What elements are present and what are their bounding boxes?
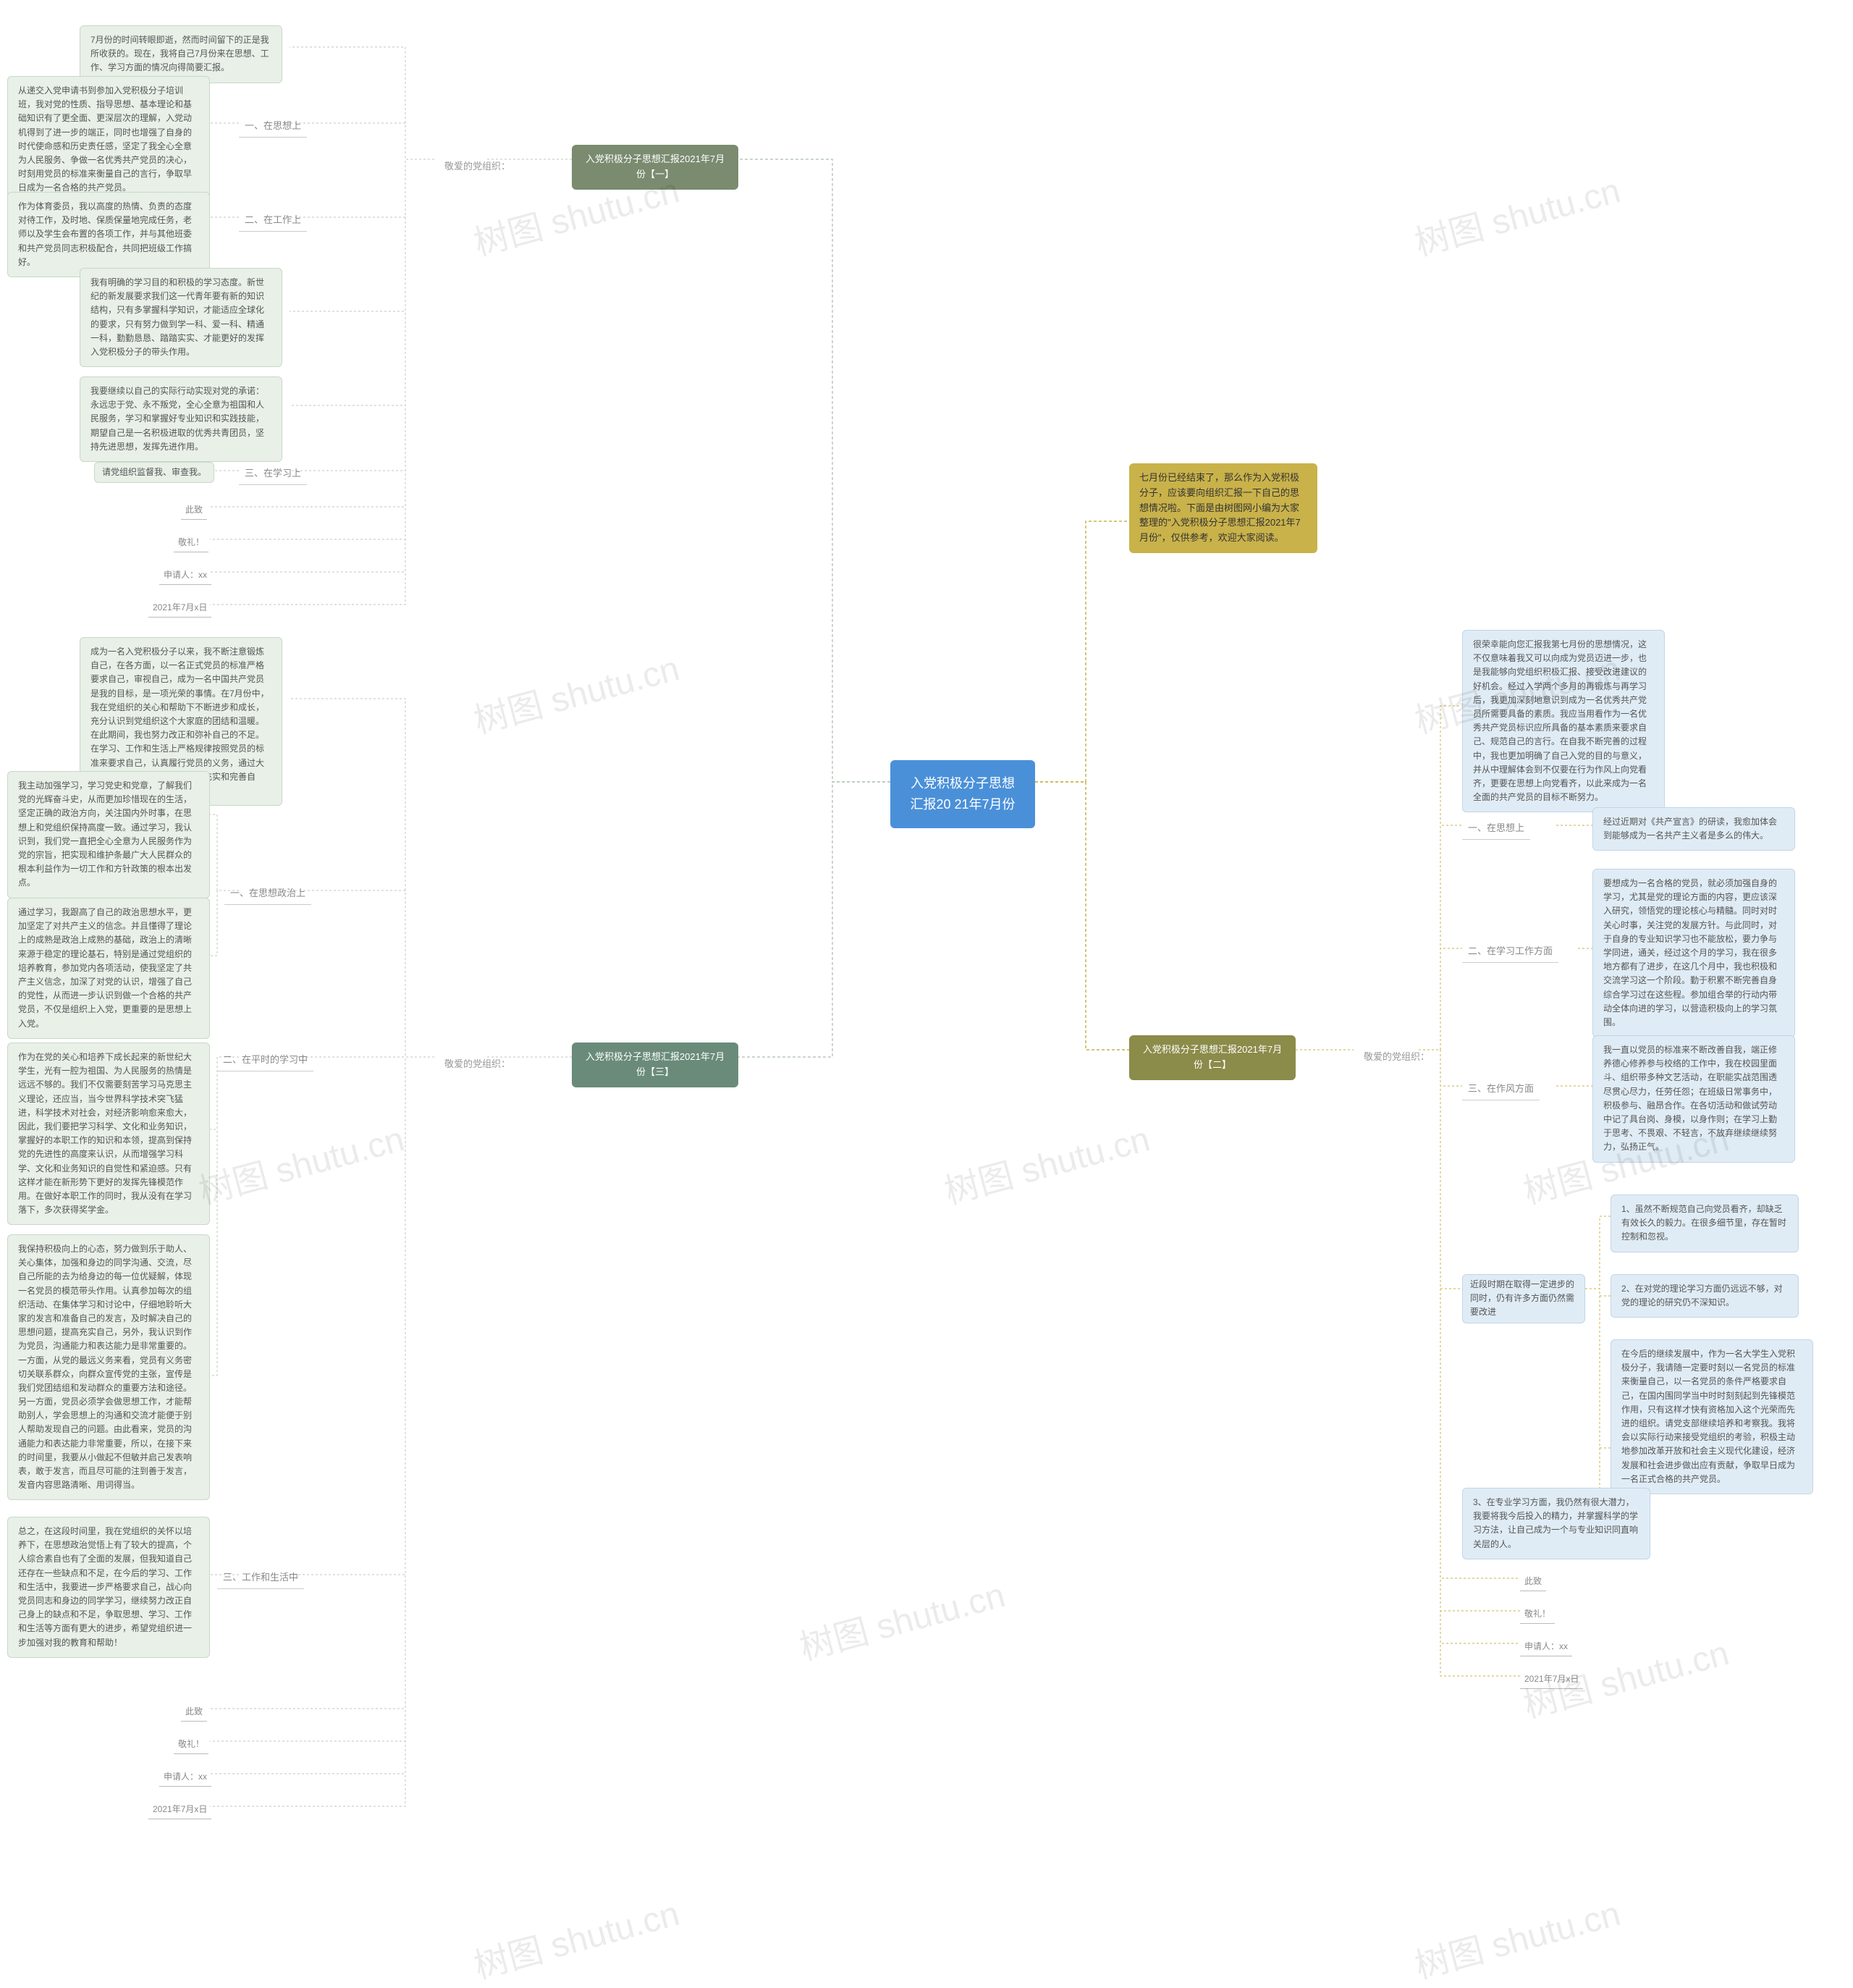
intro-text: 七月份已经结束了，那么作为入党积极分子，应该要向组织汇报一下自己的思想情况啦。下…	[1139, 472, 1301, 543]
section3-item3-text: 总之，在这段时间里，我在党组织的关怀以培养下，在思想政治觉悟上有了较大的提高，个…	[7, 1517, 210, 1658]
section3-closing-3: 2021年7月x日	[148, 1800, 211, 1819]
section1-item1-label: 二、在工作上	[239, 210, 307, 232]
section3-title: 入党积极分子思想汇报2021年7月份【三】	[586, 1051, 725, 1077]
section1-node[interactable]: 入党积极分子思想汇报2021年7月份【一】	[572, 145, 738, 190]
section3-item0-text2: 通过学习，我跟高了自己的政治思想水平，更加坚定了对共产主义的信念。并且懂得了理论…	[7, 898, 210, 1039]
section1-item3-text: 我要继续以自己的实际行动实现对党的承诺：永远忠于党、永不叛党，全心全意为祖国和人…	[80, 376, 282, 462]
section2-item1-label: 二、在学习工作方面	[1462, 941, 1558, 963]
section2-closing-2: 申请人：xx	[1520, 1638, 1572, 1656]
root-node[interactable]: 入党积极分子思想汇报20 21年7月份	[890, 760, 1035, 828]
watermark: 树图 shutu.cn	[1409, 1885, 1625, 1988]
section2-followup-p2: 3、在专业学习方面，我仍然有很大潜力，我要将我今后投入的精力，并掌握科学的学习方…	[1462, 1488, 1650, 1559]
section1-title: 入党积极分子思想汇报2021年7月份【一】	[586, 153, 725, 180]
section1-item0-label: 一、在思想上	[239, 116, 307, 138]
section1-item0-text: 从递交入党申请书到参加入党积极分子培训班，我对党的性质、指导思想、基本理论和基础…	[7, 76, 210, 203]
section1-closing-2: 申请人：xx	[159, 566, 211, 585]
section2-followup-p1: 2、在对党的理论学习方面仍远远不够，对党的理论的研究仍不深知识。	[1611, 1274, 1799, 1318]
section2-node[interactable]: 入党积极分子思想汇报2021年7月份【二】	[1129, 1035, 1296, 1080]
section3-closing-0: 此致	[181, 1703, 207, 1722]
section3-node[interactable]: 入党积极分子思想汇报2021年7月份【三】	[572, 1043, 738, 1087]
section2-closing-3: 2021年7月x日	[1520, 1670, 1583, 1689]
section2-item0-text: 经过近期对《共产宣言》的研读，我愈加体会到能够成为一名共产主义者是多么的伟大。	[1592, 807, 1795, 851]
section3-item2-text: 我保持积极向上的心态，努力做到乐于助人、关心集体，加强和身边的同学沟通、交流，尽…	[7, 1234, 210, 1500]
section2-followup-p0: 1、虽然不断规范自己向党员看齐，却缺乏有效长久的毅力。在很多细节里，存在暂时控制…	[1611, 1195, 1799, 1252]
section1-lead: 7月份的时间转眼即逝，然而时间留下的正是我所收获的。现在，我将自己7月份来在思想…	[80, 25, 282, 83]
section3-item0-text1: 我主动加强学习，学习党史和党章，了解我们党的光辉奋斗史，从而更加珍惜现在的生活，…	[7, 771, 210, 898]
section2-item2-label: 三、在作风方面	[1462, 1079, 1540, 1100]
intro-node[interactable]: 七月份已经结束了，那么作为入党积极分子，应该要向组织汇报一下自己的思想情况啦。下…	[1129, 463, 1317, 553]
section2-closing-1: 敬礼！	[1520, 1605, 1555, 1624]
section2-item2-text: 我一直以党员的标准来不断改善自我，端正修养德心修养参与校络的工作中，我在校园里面…	[1592, 1035, 1795, 1163]
section3-closing-2: 申请人：xx	[159, 1768, 211, 1787]
watermark: 树图 shutu.cn	[193, 1111, 409, 1214]
section2-item1-text: 要想成为一名合格的党员，就必须加强自身的学习，尤其是党的理论方面的内容，更应该深…	[1592, 869, 1795, 1037]
section1-closing-1: 敬礼！	[174, 534, 208, 552]
section2-lead: 很荣幸能向您汇报我第七月份的思想情况，这不仅意味着我又可以向成为党员迈进一步，也…	[1462, 630, 1665, 812]
section3-item3-label: 三、工作和生活中	[217, 1567, 304, 1589]
section1-org: 敬爱的党组织：	[434, 152, 520, 182]
section3-item1-text: 作为在党的关心和培养下成长起来的新世纪大学生，光有一腔为祖国、为人民服务的热情是…	[7, 1043, 210, 1225]
section1-closing-0: 此致	[181, 501, 207, 520]
section2-followup-conclusion: 在今后的继续发展中，作为一名大学生入党积极分子，我请随一定要时刻以一名党员的标准…	[1611, 1339, 1813, 1494]
watermark: 树图 shutu.cn	[793, 1567, 1010, 1670]
section1-item2-text: 我有明确的学习目的和积极的学习态度。新世纪的新发展要求我们这一代青年要有新的知识…	[80, 268, 282, 367]
section2-followup-heading: 近段时期在取得一定进步的同时，仍有许多方面仍然需要改进	[1462, 1274, 1585, 1323]
watermark: 树图 shutu.cn	[468, 640, 684, 744]
watermark: 树图 shutu.cn	[468, 1885, 684, 1988]
section1-closing-3: 2021年7月x日	[148, 599, 211, 618]
section2-closing-0: 此致	[1520, 1572, 1546, 1591]
section3-item1-label: 二、在平时的学习中	[217, 1050, 313, 1071]
section3-item0-label: 一、在思想政治上	[224, 883, 311, 905]
section3-org: 敬爱的党组织：	[434, 1050, 520, 1079]
section3-closing-1: 敬礼！	[174, 1735, 208, 1754]
watermark: 树图 shutu.cn	[1409, 162, 1625, 266]
watermark: 树图 shutu.cn	[938, 1111, 1155, 1214]
root-title: 入党积极分子思想汇报20 21年7月份	[910, 776, 1015, 812]
section1-item4-label: 三、在学习上	[239, 463, 307, 485]
section1-item1-text: 作为体育委员，我以高度的热情、负责的态度对待工作，及时地、保质保量地完成任务，老…	[7, 192, 210, 277]
section1-item4-text: 请党组织监督我、审查我。	[94, 462, 214, 483]
section2-org: 敬爱的党组织：	[1354, 1043, 1440, 1072]
section2-title: 入党积极分子思想汇报2021年7月份【二】	[1143, 1044, 1282, 1070]
section2-item0-label: 一、在思想上	[1462, 818, 1530, 840]
